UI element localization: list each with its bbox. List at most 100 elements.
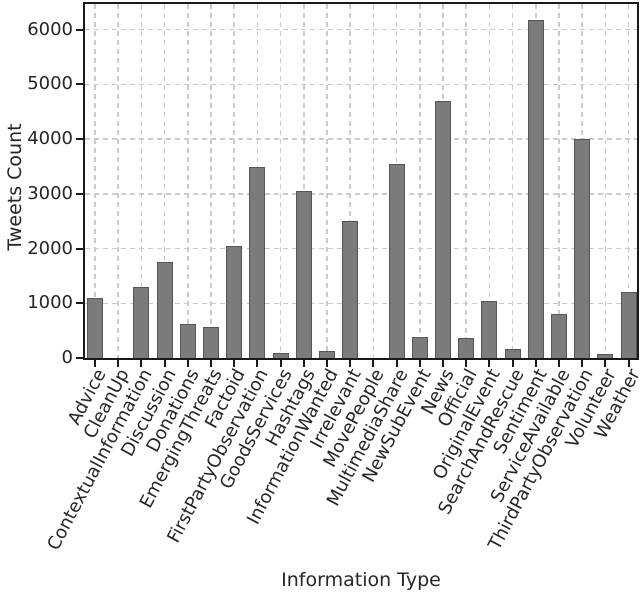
x-tick-label: Discussion <box>116 365 181 460</box>
x-tick-mark <box>372 360 375 367</box>
horizontal-gridline <box>85 138 637 140</box>
vertical-gridline <box>187 4 189 358</box>
x-tick-label: ThirdPartyObservation <box>484 365 598 554</box>
vertical-gridline <box>94 4 96 358</box>
x-tick-label: GoodsServices <box>215 365 297 493</box>
vertical-gridline <box>627 4 630 358</box>
horizontal-gridline <box>85 247 637 250</box>
x-tick-mark <box>418 360 421 367</box>
y-tick-mark <box>76 247 83 250</box>
bar-News <box>435 100 451 358</box>
y-tick-label: 5000 <box>27 73 73 95</box>
y-tick-mark <box>76 28 83 31</box>
bar-Volunteer <box>597 354 614 358</box>
x-tick-mark <box>233 360 236 367</box>
x-tick-label: MultimediaShare <box>322 365 413 510</box>
x-tick-mark <box>210 360 212 367</box>
x-tick-label: Irrelevant <box>306 365 366 452</box>
plot-inner-area <box>76 4 637 367</box>
bar-FirstPartyObservation <box>249 166 266 358</box>
x-tick-mark <box>279 360 282 367</box>
y-tick-mark <box>76 192 83 195</box>
y-tick-mark <box>76 138 83 141</box>
vertical-gridline <box>558 4 560 358</box>
bar-Weather <box>620 292 637 358</box>
x-tick-label: ServiceAvailable <box>486 365 575 507</box>
x-tick-label: OriginalEvent <box>429 365 506 484</box>
x-tick-label: InformationWanted <box>242 365 343 529</box>
vertical-gridline <box>210 4 212 358</box>
x-tick-mark <box>604 360 607 367</box>
x-tick-mark <box>256 360 259 367</box>
x-tick-label: Weather <box>590 365 640 443</box>
vertical-gridline <box>488 4 491 358</box>
y-tick-label: 3000 <box>27 182 73 204</box>
y-tick-mark <box>76 302 83 305</box>
x-tick-label: Hashtags <box>261 365 320 450</box>
bar-Sentiment <box>527 20 544 358</box>
x-tick-mark <box>186 360 189 367</box>
y-tick-label: 1000 <box>27 292 73 314</box>
vertical-gridline <box>163 4 166 358</box>
x-tick-mark <box>534 360 537 367</box>
vertical-gridline <box>233 4 235 358</box>
vertical-gridline <box>117 4 119 358</box>
x-tick-label: News <box>417 365 459 419</box>
vertical-gridline <box>372 4 375 358</box>
x-tick-mark <box>349 360 352 367</box>
bar-Hashtags <box>295 191 312 358</box>
bar-ServiceAvailable <box>551 314 567 358</box>
bar-ContextualInformation <box>133 286 150 358</box>
vertical-gridline <box>511 4 514 358</box>
vertical-gridline <box>303 4 305 358</box>
x-tick-label: Official <box>433 365 482 431</box>
x-tick-mark <box>465 360 468 367</box>
y-tick-label: 2000 <box>27 237 73 259</box>
y-tick-label: 4000 <box>27 128 73 150</box>
vertical-gridline <box>279 4 282 358</box>
vertical-gridline <box>604 4 607 358</box>
y-tick-label-layer: 0 1000 2000 3000 4000 5000 6000 <box>0 0 80 593</box>
horizontal-gridline <box>85 83 637 86</box>
bar-NewSubEvent <box>411 337 428 358</box>
plot-area <box>76 2 639 367</box>
x-axis-title: Information Type <box>281 569 441 591</box>
vertical-gridline <box>349 4 351 358</box>
y-tick-label: 6000 <box>27 18 73 40</box>
x-tick-mark <box>94 360 96 367</box>
bar-EmergingThreats <box>203 327 219 358</box>
y-tick-label: 0 <box>61 347 73 368</box>
x-tick-mark <box>442 360 444 367</box>
bar-ThirdPartyObservation <box>574 139 591 358</box>
bar-MultimediaShare <box>388 163 405 358</box>
x-tick-mark <box>558 360 560 367</box>
horizontal-gridline <box>85 193 637 195</box>
x-tick-mark <box>488 360 491 367</box>
x-tick-mark <box>140 360 143 367</box>
x-tick-label: NewSubEvent <box>358 365 436 486</box>
x-tick-label: MovePeople <box>319 365 390 471</box>
y-tick-mark <box>76 83 83 86</box>
x-tick-label: FirstPartyObservation <box>163 365 274 547</box>
bar-Irrelevant <box>342 221 359 358</box>
x-tick-label: Volunteer <box>561 365 622 452</box>
x-tick-label: SearchAndRescue <box>433 365 529 519</box>
x-tick-label: EmergingThreats <box>135 365 227 512</box>
x-tick-mark <box>627 360 630 367</box>
x-tick-label: Factoid <box>201 365 250 433</box>
x-tick-mark <box>163 360 166 367</box>
y-tick-mark <box>76 357 83 359</box>
bar-InformationWanted <box>319 350 335 358</box>
bar-Donations <box>179 324 196 358</box>
x-tick-mark <box>395 360 398 367</box>
vertical-gridline <box>326 4 328 358</box>
vertical-gridline <box>465 4 467 358</box>
x-tick-label: Sentiment <box>489 365 552 458</box>
horizontal-gridline <box>85 28 637 31</box>
bar-Advice <box>87 297 103 358</box>
x-tick-mark <box>117 360 120 367</box>
bar-Factoid <box>226 245 243 358</box>
x-tick-mark <box>326 360 328 367</box>
bar-Official <box>458 338 475 358</box>
